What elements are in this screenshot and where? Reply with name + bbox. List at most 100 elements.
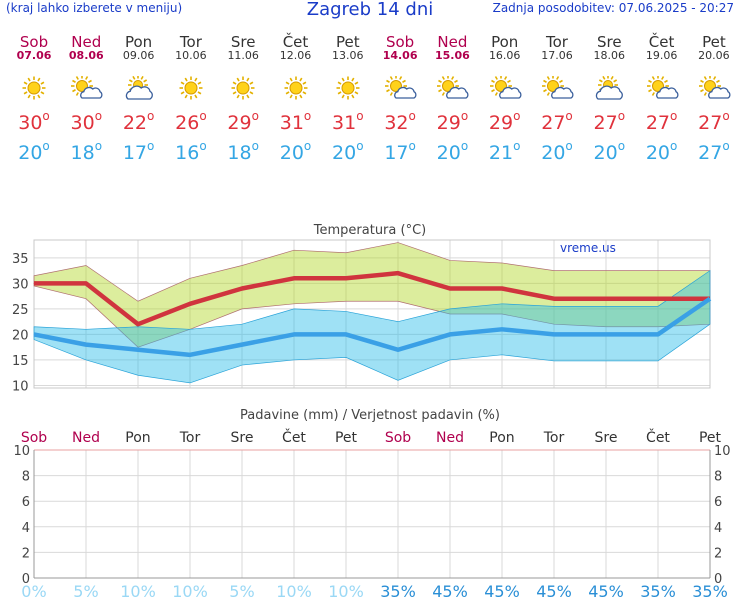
day-name: Pon [491, 33, 519, 51]
data-point [449, 287, 451, 289]
y-tick-label: 2 [22, 546, 30, 561]
day-name: Sre [597, 33, 622, 51]
max-temperature: 22o [122, 109, 155, 134]
precipitation-chart: Padavine (mm) / Verjetnost padavin (%) So… [13, 408, 731, 600]
data-point [189, 354, 191, 356]
sun-cloud-icon [426, 75, 478, 100]
max-temperature: 27o [698, 109, 730, 134]
y-tick-label-right: 2 [714, 546, 722, 561]
data-point [709, 298, 711, 300]
data-point [241, 287, 243, 289]
min-temperature: 20o [18, 139, 50, 164]
max-temperature: 30o [18, 109, 50, 134]
x-tick-label: Pet [335, 430, 358, 446]
min-temperature: 20o [541, 139, 573, 164]
x-tick-label: Sre [231, 430, 254, 446]
min-temperature: 20o [279, 139, 312, 164]
day-name: Pet [335, 33, 360, 51]
y-tick-label: 15 [12, 354, 29, 369]
day-date: 18.06 [593, 49, 626, 62]
day-date: 14.06 [382, 49, 418, 62]
min-temperature: 20o [593, 139, 626, 164]
max-temperature: 27o [645, 109, 678, 134]
day-name: Sob [385, 33, 415, 51]
data-point [553, 333, 555, 335]
sun-icon [270, 76, 322, 100]
sun-icon [322, 76, 374, 100]
day-date: 07.06 [16, 49, 52, 62]
cloud-sun-icon [583, 75, 635, 100]
data-point [397, 272, 399, 274]
precipitation-probability: 45% [536, 582, 572, 600]
max-temperature: 27o [593, 109, 626, 134]
x-tick-label: Sob [21, 430, 47, 446]
day-name: Tor [179, 33, 202, 51]
max-temperature-line [34, 270, 710, 327]
min-temperature: 20o [436, 139, 469, 164]
data-point [241, 344, 243, 346]
min-temperature-line [33, 296, 712, 358]
x-tick-label: Pet [699, 430, 722, 446]
min-temperature: 17o [384, 139, 416, 164]
day-header: Pon 09.06 [113, 34, 165, 62]
data-point [85, 344, 87, 346]
y-tick-label: 20 [12, 328, 29, 343]
precipitation-probability: 10% [172, 582, 208, 600]
min-temperature-band [33, 269, 711, 384]
data-point [657, 333, 659, 335]
sun-cloud-icon [479, 75, 531, 100]
y-tick-label: 8 [22, 470, 30, 485]
y-tick-label: 10 [12, 379, 29, 394]
min-temperature: 16o [175, 139, 207, 164]
watermark: vreme.us [560, 241, 616, 255]
min-temperature: 20o [332, 139, 364, 164]
day-header: Sre 18.06 [583, 34, 635, 62]
sun-icon [217, 76, 269, 100]
day-date: 11.06 [227, 49, 259, 62]
data-point [657, 298, 659, 300]
min-temperature: 17o [122, 139, 155, 164]
sun-cloud-icon [531, 75, 583, 100]
day-name: Ned [437, 33, 468, 51]
data-point [189, 303, 191, 305]
data-point [345, 277, 347, 279]
day-name: Čet [648, 33, 675, 51]
sun-cloud-icon [636, 75, 688, 100]
sun-cloud-icon [688, 75, 740, 100]
day-name: Pon [124, 33, 153, 51]
x-tick-label: Ned [436, 430, 464, 446]
x-tick-label: Čet [282, 428, 306, 446]
x-tick-label: Ned [72, 430, 100, 446]
y-tick-label-right: 6 [714, 495, 722, 510]
y-tick-label: 30 [12, 277, 29, 292]
day-header: Sob 14.06 [374, 34, 426, 62]
y-tick-label-right: 10 [714, 444, 731, 459]
day-date: 08.06 [68, 49, 104, 62]
min-temperature: 20o [645, 139, 678, 164]
temperature-chart-title: Temperatura (°C) [313, 223, 426, 238]
data-point [449, 333, 451, 335]
precipitation-probability: 10% [276, 582, 312, 600]
data-point [501, 328, 503, 330]
precipitation-probability: 45% [432, 582, 468, 600]
day-name: Tor [546, 33, 568, 51]
day-header: Pet 13.06 [322, 34, 374, 62]
max-temperature: 31o [279, 109, 312, 134]
precipitation-chart-title: Padavine (mm) / Verjetnost padavin (%) [240, 408, 500, 423]
precipitation-probability: 10% [120, 582, 156, 600]
day-date: 17.06 [541, 49, 573, 62]
day-date: 12.06 [279, 49, 312, 62]
sun-icon [8, 76, 60, 100]
x-tick-label: Sob [385, 430, 411, 446]
data-point [33, 282, 35, 284]
day-date: 19.06 [645, 49, 678, 62]
day-header: Sob 07.06 [8, 34, 60, 62]
day-name: Sob [19, 33, 49, 51]
min-temperature: 18o [70, 139, 103, 164]
day-header: Tor 10.06 [165, 34, 217, 62]
day-header: Pon 16.06 [479, 34, 531, 62]
precipitation-probability: 45% [588, 582, 624, 600]
sun-icon [165, 76, 217, 100]
precipitation-probability: 35% [380, 582, 416, 600]
sun-cloud-icon [60, 75, 112, 100]
